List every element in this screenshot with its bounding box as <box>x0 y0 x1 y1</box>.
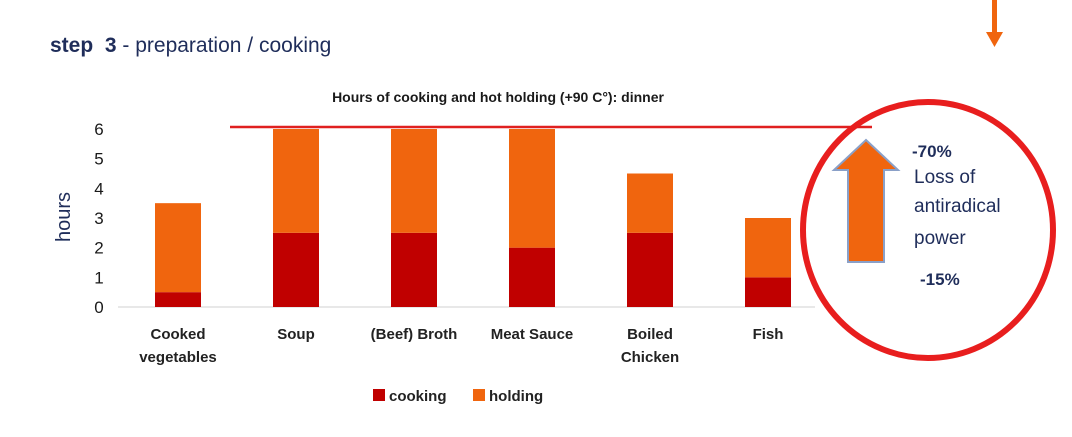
annotation-line-2: antiradical <box>914 196 1001 217</box>
category-label: Meat Sauce <box>491 326 574 343</box>
legend-label-cooking: cooking <box>389 388 447 405</box>
corner-arrow-head <box>986 32 1003 47</box>
bar-holding <box>745 218 791 278</box>
annotation-top-value: -70% <box>912 142 952 161</box>
y-tick-label: 0 <box>94 298 103 317</box>
step-description: - preparation / cooking <box>122 34 332 57</box>
category-label: vegetables <box>139 349 217 366</box>
bar-cooking <box>155 292 201 307</box>
y-tick-label: 6 <box>94 120 103 139</box>
category-label: (Beef) Broth <box>371 326 458 343</box>
bar-cooking <box>627 232 673 307</box>
y-tick-label: 2 <box>94 239 103 258</box>
y-tick-label: 1 <box>94 268 103 287</box>
bar-holding <box>391 129 437 233</box>
y-axis-label: hours <box>53 192 75 242</box>
y-tick-label: 5 <box>94 150 103 169</box>
corner-arrow-shaft <box>992 0 997 34</box>
chart-title: Hours of cooking and hot holding (+90 C°… <box>332 89 664 105</box>
legend-swatch-holding <box>473 389 485 401</box>
annotation-bottom-value: -15% <box>920 270 960 289</box>
legend-swatch-cooking <box>373 389 385 401</box>
bar-cooking <box>745 277 791 307</box>
bar-holding <box>627 173 673 233</box>
category-label: Soup <box>277 326 315 343</box>
bar-cooking <box>391 232 437 307</box>
annotation-line-1: Loss of <box>914 167 976 188</box>
category-labels: Cooked vegetables Soup (Beef) Broth Meat Sau… <box>139 326 783 366</box>
annotation: -70% Loss of antiradical power -15% <box>800 99 1056 361</box>
category-label: Boiled <box>627 326 673 343</box>
highlight-circle <box>800 99 1056 361</box>
up-arrow-icon <box>831 138 901 263</box>
step-label: step <box>50 34 94 57</box>
category-label: Cooked <box>150 326 205 343</box>
legend: cooking holding <box>373 388 543 405</box>
corner-down-arrow-icon <box>986 0 1003 47</box>
step-number: 3 <box>104 34 117 57</box>
category-label: Fish <box>753 326 784 343</box>
bar-cooking <box>509 247 555 307</box>
bar-holding <box>273 129 319 233</box>
y-axis-ticks: 0 1 2 3 4 5 6 <box>94 120 103 317</box>
bar-holding <box>155 203 201 293</box>
annotation-line-3: power <box>914 228 966 249</box>
slide-heading: step 3 - preparation / cooking <box>50 34 331 58</box>
y-tick-label: 4 <box>94 179 103 198</box>
y-tick-label: 3 <box>94 209 103 228</box>
bar-cooking <box>273 232 319 307</box>
bars <box>155 129 791 307</box>
legend-label-holding: holding <box>489 388 543 405</box>
category-label: Chicken <box>621 349 679 366</box>
bar-holding <box>509 129 555 248</box>
